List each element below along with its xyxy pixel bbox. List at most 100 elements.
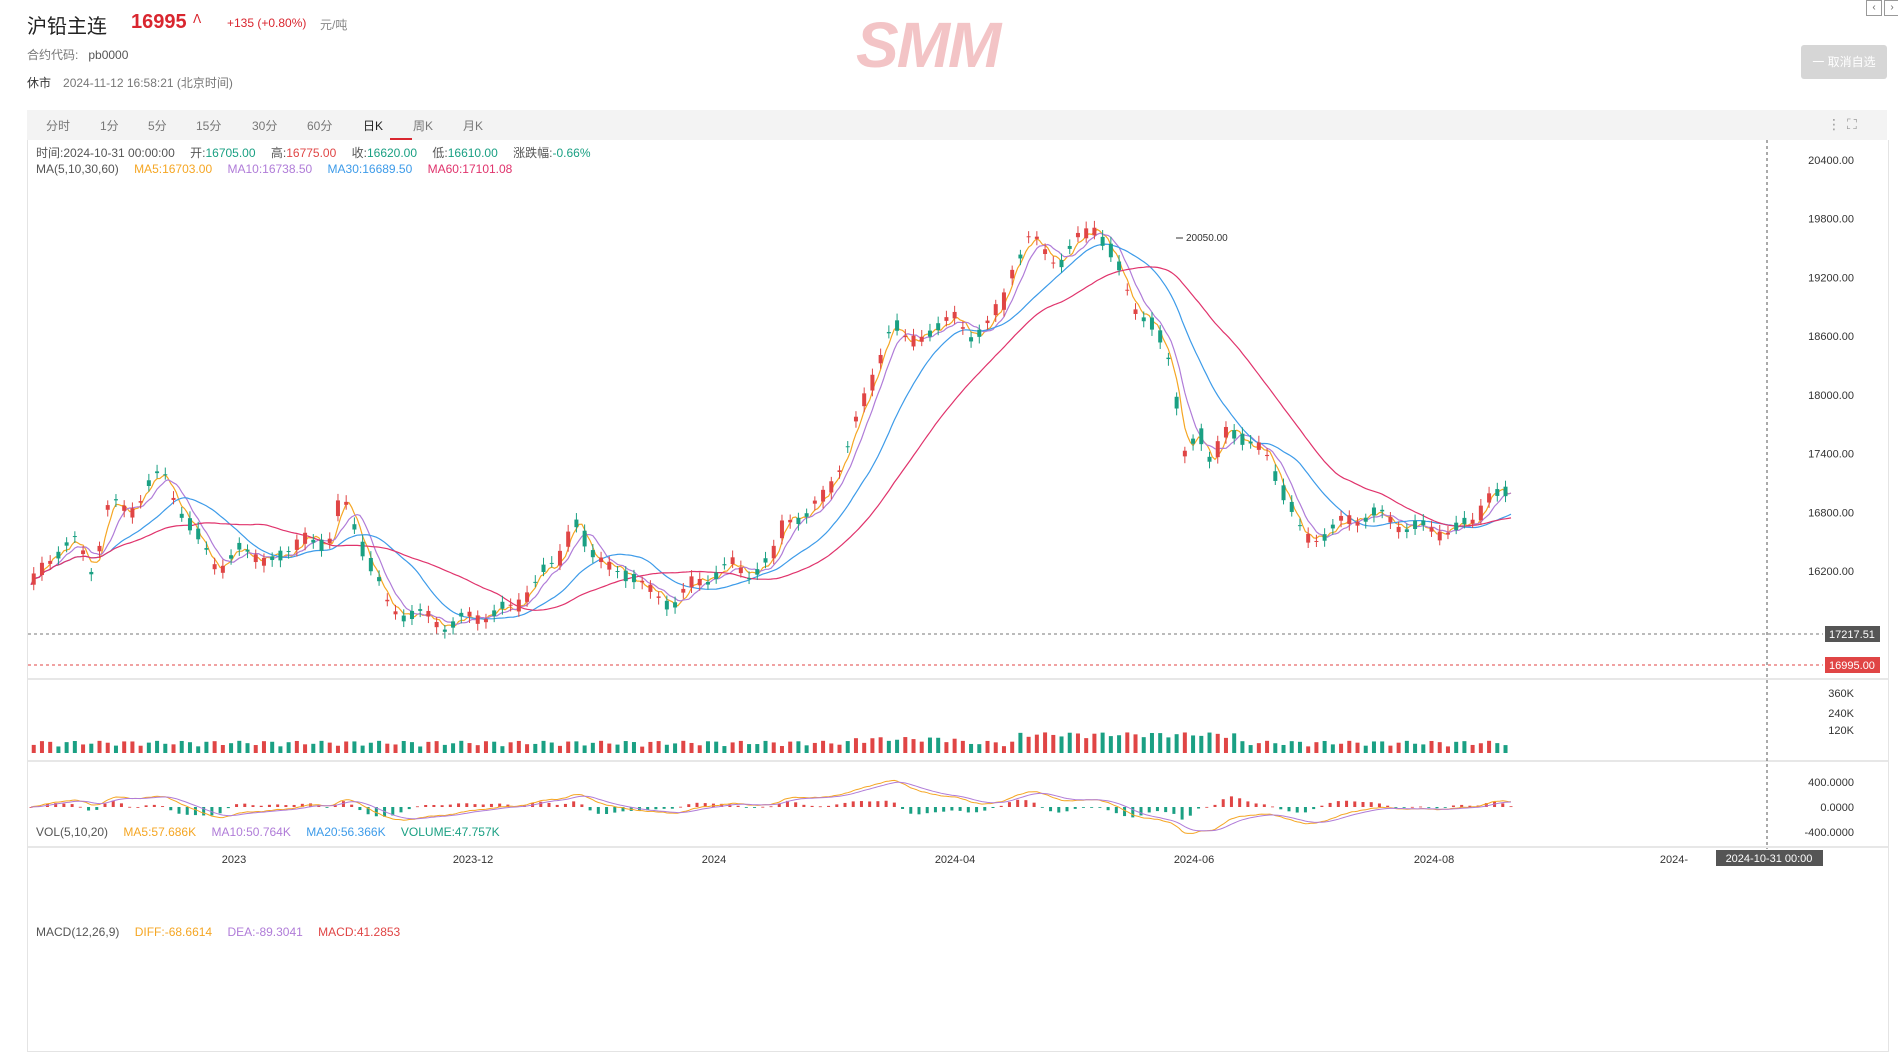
macd-histogram-bar — [1254, 803, 1258, 807]
macd-histogram-bar — [498, 803, 502, 807]
volume-bar — [1043, 732, 1048, 753]
close-value: 16620.00 — [366, 146, 418, 160]
volume-bar — [401, 741, 406, 753]
kline-svg[interactable]: 16200.00 16800.00 17400.00 18000.00 18600.00… — [28, 140, 1888, 1051]
volume-bar — [1067, 732, 1072, 753]
candle-body — [401, 615, 406, 622]
volume-bar — [500, 746, 505, 753]
candle-body — [1265, 454, 1270, 457]
candle-body — [1281, 485, 1286, 501]
volume-bar — [1018, 732, 1023, 753]
candle-body — [360, 541, 365, 557]
candle-body — [722, 564, 727, 566]
volume-bar — [426, 741, 431, 753]
macd-histogram-bar — [785, 800, 789, 807]
candle-body — [903, 335, 908, 338]
macd-histogram-bar — [259, 805, 263, 807]
ma60-line — [30, 266, 1512, 611]
macd-histogram-bar — [119, 803, 123, 807]
macd-histogram-bar — [1221, 799, 1225, 807]
macd-histogram-bar — [851, 801, 855, 807]
volume-bar — [294, 740, 299, 753]
tab-30min[interactable]: 30分 — [252, 119, 278, 133]
candle-body — [829, 481, 834, 493]
tab-daily[interactable]: 日K — [363, 119, 384, 133]
volume-bar — [1371, 741, 1376, 753]
status-datetime: 2024-11-12 16:58:21 (北京时间) — [63, 76, 233, 90]
macd-histogram-bar — [1419, 806, 1423, 808]
collapse-icon[interactable]: ‹ — [1866, 0, 1882, 16]
candle-body — [747, 578, 752, 580]
macd-histogram-bar — [185, 807, 189, 815]
volume-bar — [1265, 740, 1270, 753]
ma10-line — [30, 232, 1512, 626]
high-label: 高: — [270, 146, 287, 160]
macd-histogram-bar — [933, 807, 937, 813]
tab-5min[interactable]: 5分 — [148, 119, 167, 133]
volume-bar — [862, 742, 867, 753]
candle-body — [788, 519, 793, 523]
candle-body — [911, 335, 916, 347]
candle-body — [1018, 254, 1023, 259]
volume-bar — [788, 741, 793, 753]
macd-histogram-bar — [1394, 807, 1398, 808]
volume-bar — [582, 745, 587, 753]
volume-bar — [327, 742, 332, 753]
volume-bar — [911, 739, 916, 753]
macd-histogram-bar — [802, 804, 806, 807]
tab-weekly[interactable]: 周K — [413, 119, 434, 133]
volume-bar — [574, 741, 579, 753]
tab-15min[interactable]: 15分 — [196, 119, 222, 133]
candle-body — [89, 571, 94, 575]
macd-histogram-bar — [646, 807, 650, 811]
volume-bar — [1322, 740, 1327, 753]
macd-histogram-bar — [621, 807, 625, 812]
macd-histogram-bar — [1328, 802, 1332, 807]
macd-axis-label: 0.0000 — [1820, 802, 1854, 814]
expand-icon[interactable]: › — [1884, 0, 1898, 16]
volume-bar — [1166, 737, 1171, 753]
macd-histogram-bar — [868, 801, 872, 807]
tab-monthly[interactable]: 月K — [463, 119, 484, 133]
volume-bar — [960, 740, 965, 753]
macd-histogram-bar — [1081, 807, 1085, 808]
tab-timeline[interactable]: 分时 — [46, 119, 71, 133]
candle-body — [516, 599, 521, 612]
macd-histogram-bar — [818, 806, 822, 808]
macd-histogram-bar — [1468, 805, 1472, 807]
remove-favorite-button[interactable]: 一 取消自选 — [1801, 45, 1887, 79]
ohlc-info: 时间:2024-10-31 00:00:00 开:16705.00 高:1677… — [36, 144, 603, 161]
macd-histogram-bar — [1131, 807, 1135, 818]
ma-title: MA(5,10,30,60) — [36, 162, 119, 176]
kline-chart[interactable]: 时间:2024-10-31 00:00:00 开:16705.00 高:1677… — [27, 140, 1889, 1052]
candle-body — [1363, 517, 1368, 522]
volume-bar — [1339, 743, 1344, 753]
candle-body — [311, 539, 316, 543]
tab-60min[interactable]: 60分 — [307, 119, 333, 133]
volume-bar — [541, 740, 546, 753]
volume-bar — [451, 743, 456, 753]
volume-bar — [113, 745, 118, 753]
candle-body — [393, 611, 398, 615]
candle-body — [582, 530, 587, 547]
volume-bar — [771, 742, 776, 753]
volume-bar — [993, 742, 998, 753]
volume-bar — [1075, 733, 1080, 753]
fullscreen-icon[interactable]: ⛶ — [1847, 116, 1857, 132]
tab-1min[interactable]: 1分 — [100, 119, 119, 133]
candle-body — [985, 320, 990, 324]
candle-body — [1133, 309, 1138, 314]
candle-body — [72, 536, 77, 538]
volume-bar — [335, 745, 340, 753]
volume-bar — [656, 741, 661, 753]
volume-bar — [648, 741, 653, 753]
macd-histogram-bar — [95, 807, 99, 810]
candle-body — [229, 555, 234, 559]
candle-body — [1347, 515, 1352, 524]
candle-body — [138, 501, 143, 503]
volume-bar — [607, 743, 612, 753]
candle-body — [196, 528, 201, 540]
date-axis-label: 2024- — [1660, 854, 1688, 866]
volume-bar — [1051, 734, 1056, 753]
macd-histogram-bar — [777, 803, 781, 807]
